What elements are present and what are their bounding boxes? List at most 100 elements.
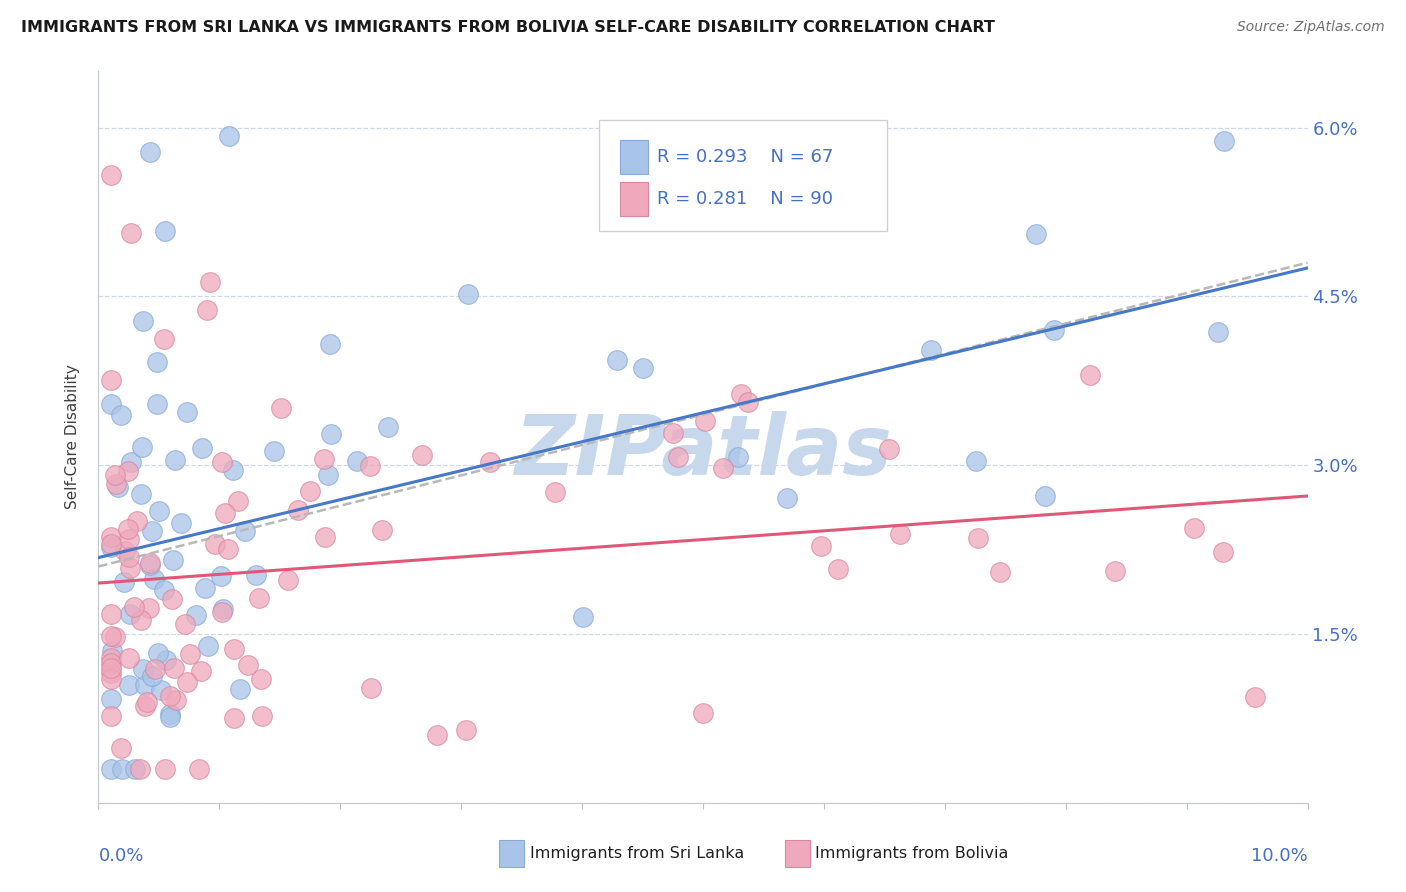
Point (120, 226, 142, 240)
Point (143, 662, 166, 676)
Point (118, 532, 141, 546)
Point (229, 681, 252, 696)
Point (188, 762, 211, 776)
Point (319, 427, 342, 442)
Point (236, 658, 259, 673)
Point (165, 453, 187, 467)
Point (299, 483, 322, 498)
Point (666, 450, 689, 464)
Point (191, 442, 214, 456)
Point (153, 332, 176, 346)
Point (1212, 544, 1234, 558)
Point (250, 708, 273, 723)
Point (155, 224, 177, 238)
Point (426, 728, 449, 742)
Point (454, 723, 477, 737)
Point (245, 568, 267, 582)
Point (1078, 368, 1101, 383)
Point (176, 675, 198, 690)
Point (118, 607, 141, 622)
Point (572, 609, 595, 624)
Point (120, 561, 142, 575)
Point (221, 463, 243, 477)
Text: Immigrants from Sri Lanka: Immigrants from Sri Lanka (530, 847, 744, 861)
Point (174, 616, 197, 631)
Point (249, 591, 271, 606)
Point (176, 405, 198, 419)
Point (159, 689, 181, 703)
Point (312, 452, 335, 467)
Point (360, 681, 382, 695)
Point (1212, 134, 1234, 148)
Point (1206, 325, 1229, 339)
Point (129, 487, 152, 501)
Text: 10.0%: 10.0% (1251, 847, 1308, 864)
Point (100, 397, 122, 411)
Point (139, 558, 162, 572)
Point (695, 414, 717, 428)
Point (139, 556, 162, 570)
Point (118, 549, 141, 564)
Point (150, 682, 173, 697)
Point (104, 468, 127, 483)
Point (1243, 690, 1265, 704)
Point (110, 741, 132, 756)
Point (270, 401, 292, 415)
Point (118, 651, 141, 665)
Point (314, 530, 336, 544)
Point (195, 302, 218, 317)
Point (141, 669, 163, 683)
Point (877, 442, 900, 456)
Point (211, 605, 233, 619)
Point (214, 506, 236, 520)
Point (100, 708, 122, 723)
Point (100, 665, 122, 680)
Point (217, 542, 239, 557)
Point (776, 491, 799, 505)
Point (100, 530, 122, 544)
Point (1033, 489, 1056, 503)
Point (111, 762, 134, 776)
Point (100, 536, 122, 550)
Point (988, 565, 1011, 579)
Point (478, 455, 501, 469)
Point (139, 145, 162, 159)
Point (120, 455, 142, 469)
Point (204, 537, 226, 551)
Point (159, 706, 181, 721)
Point (346, 454, 368, 468)
Point (377, 420, 399, 434)
Point (250, 672, 273, 686)
Point (411, 448, 433, 462)
Point (457, 287, 479, 301)
Point (138, 600, 160, 615)
Point (359, 459, 381, 474)
Point (920, 343, 942, 357)
Point (737, 394, 759, 409)
Point (129, 762, 152, 776)
Point (194, 581, 217, 595)
Point (100, 540, 122, 554)
Point (159, 710, 181, 724)
Point (226, 493, 249, 508)
Point (146, 646, 169, 660)
Point (727, 450, 749, 464)
Point (1182, 521, 1205, 535)
Point (155, 653, 177, 667)
Point (107, 479, 129, 493)
Point (211, 455, 233, 469)
Point (103, 631, 125, 645)
Point (153, 762, 176, 776)
Text: Source: ZipAtlas.com: Source: ZipAtlas.com (1237, 20, 1385, 34)
Point (544, 484, 567, 499)
Point (810, 540, 832, 554)
Point (129, 613, 152, 627)
Point (316, 467, 339, 482)
Point (135, 695, 157, 709)
Point (145, 397, 167, 411)
Point (1043, 323, 1066, 337)
Point (100, 762, 122, 776)
Point (100, 629, 122, 643)
Point (606, 352, 628, 367)
Text: ZIPatlas: ZIPatlas (515, 411, 891, 492)
